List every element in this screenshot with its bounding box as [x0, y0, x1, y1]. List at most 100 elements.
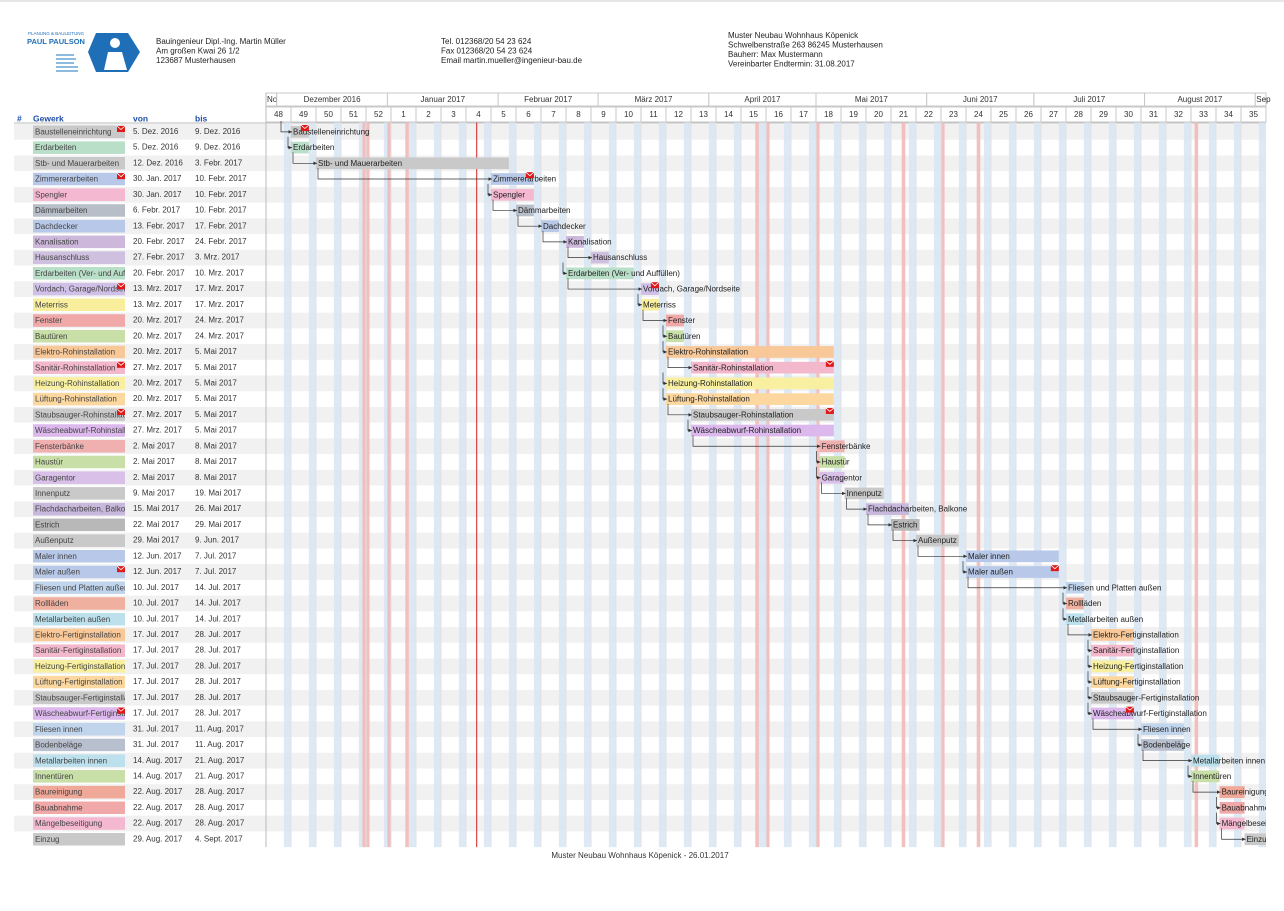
task-bar	[1141, 723, 1184, 736]
dependency-arrow	[642, 309, 667, 323]
logo-name: PAUL PAULSON	[27, 37, 85, 46]
von-date: 27. Mrz. 2017	[133, 410, 182, 419]
gewerk-cell: Fliesen innen	[33, 722, 125, 736]
note-icon	[116, 282, 126, 290]
note-flap	[116, 707, 126, 712]
gewerk-bg	[33, 235, 125, 249]
dependency-arrow	[317, 168, 492, 181]
task-bar	[1091, 707, 1134, 720]
gewerk-name: Elektro-Fertiginstallation	[35, 631, 121, 640]
week-label: 5	[501, 110, 506, 119]
dependency-arrow	[1216, 796, 1221, 810]
task-bar	[1244, 833, 1266, 846]
gewerk-name: Sanitär-Fertiginstallation	[35, 646, 121, 655]
gewerk-cell: Meterriss	[33, 298, 125, 312]
gewerk-name: Innenputz	[35, 489, 70, 498]
bis-date: 10. Febr. 2017	[195, 174, 247, 183]
weekend-stripe	[1058, 107, 1066, 848]
note-icon	[116, 125, 126, 132]
task-bar	[819, 456, 845, 468]
holiday-stripe	[941, 107, 945, 848]
task-bar	[591, 251, 609, 264]
dependency-arrow	[1137, 734, 1142, 747]
weekend-stripe	[608, 107, 616, 848]
dependency-arrow	[1187, 765, 1192, 779]
logo-tagline: PLANUNG & BAULEITUNG	[28, 31, 85, 36]
gewerk-cell: Rollläden	[33, 597, 125, 610]
bar-label: Innentüren	[1193, 772, 1231, 781]
gewerk-name: Lüftung-Fertiginstallation	[35, 678, 123, 687]
weekend-stripe	[708, 107, 716, 848]
gewerk-bg	[33, 738, 125, 752]
dependency-arrow	[667, 403, 692, 417]
week-label: 6	[526, 110, 531, 119]
bis-date: 24. Febr. 2017	[195, 237, 247, 246]
month-label: No	[267, 95, 278, 104]
von-date: 13. Mrz. 2017	[133, 284, 182, 293]
gewerk-cell: Sanitär-Fertiginstallation	[33, 644, 125, 657]
month-label: August 2017	[1177, 95, 1222, 104]
gewerk-bg	[33, 832, 125, 846]
week-cell	[1240, 106, 1267, 123]
gewerk-bg	[33, 628, 125, 642]
gewerk-cell: Elektro-Rohinstallation	[33, 345, 125, 359]
weekend-stripe	[733, 107, 741, 848]
bar-label: Wäscheabwurf-Fertiginstallation	[1093, 709, 1207, 718]
gewerk-cell: Flachdacharbeiten, Balkone	[33, 502, 125, 516]
weekend-stripe	[508, 107, 516, 848]
holiday-stripe	[755, 107, 759, 848]
week-label: 21	[899, 110, 908, 119]
week-label: 8	[576, 110, 581, 119]
gewerk-cell: Fliesen und Platten außen	[33, 581, 125, 595]
gewerk-bg	[33, 518, 125, 532]
task-bar	[1219, 801, 1245, 814]
bis-date: 8. Mai 2017	[195, 457, 237, 466]
von-date: 30. Jan. 2017	[133, 174, 182, 183]
bis-date: 5. Mai 2017	[195, 410, 237, 419]
gewerk-name: Stb- und Mauerarbeiten	[35, 159, 119, 168]
gewerk-cell: Stb- und Mauerarbeiten	[33, 156, 125, 170]
month-label: Juli 2017	[1073, 95, 1106, 104]
gewerk-bg	[33, 204, 125, 217]
gewerk-bg	[33, 502, 125, 516]
gewerk-cell: Einzug	[33, 832, 125, 846]
note-flap	[116, 282, 126, 288]
bar-label: Mängelbeseitigung	[1222, 819, 1284, 828]
gewerk-name: Garagentor	[35, 473, 76, 482]
gewerk-cell: Maler innen	[33, 549, 125, 563]
bis-date: 28. Jul. 2017	[195, 693, 241, 702]
bis-date: 7. Jul. 2017	[195, 567, 237, 576]
week-label: 9	[601, 110, 606, 119]
dependency-arrow	[892, 529, 917, 543]
task-bar	[1219, 817, 1245, 830]
note-flap	[116, 408, 126, 413]
dependency-arrow	[280, 121, 292, 134]
gewerk-name: Metallarbeiten innen	[35, 756, 107, 765]
gewerk-bg	[33, 439, 125, 453]
dependency-arrow	[1087, 702, 1092, 716]
gewerk-bg	[33, 534, 125, 547]
gewerk-cell: Dachdecker	[33, 219, 125, 233]
week-label: 24	[974, 110, 983, 119]
gewerk-bg	[33, 801, 125, 815]
dependency-arrow	[821, 482, 846, 496]
gewerk-cell: Mängelbeseitigung	[33, 817, 125, 830]
col-number: #	[17, 113, 22, 123]
weekend-stripe	[1208, 107, 1216, 848]
project-line: Vereinbarter Endtermin: 31.08.2017	[728, 60, 855, 69]
weekend-stripe	[433, 107, 441, 848]
gewerk-cell: Estrich	[33, 518, 125, 532]
gewerk-bg	[33, 612, 125, 626]
bis-date: 24. Mrz. 2017	[195, 331, 244, 340]
gewerk-cell: Metallarbeiten innen	[33, 754, 125, 768]
task-bar	[491, 188, 534, 201]
dependency-arrow	[1192, 781, 1221, 794]
gewerk-bg	[33, 298, 125, 312]
gewerk-name: Heizung-Rohinstallation	[35, 379, 120, 388]
bar-label: Heizung-Fertiginstallation	[1093, 662, 1183, 671]
dependency-arrow	[1216, 812, 1221, 826]
dependency-arrow	[292, 152, 317, 166]
weekend-stripe	[783, 107, 791, 848]
gewerk-name: Sanitär-Rohinstallation	[35, 363, 116, 372]
task-bar	[1091, 644, 1134, 657]
